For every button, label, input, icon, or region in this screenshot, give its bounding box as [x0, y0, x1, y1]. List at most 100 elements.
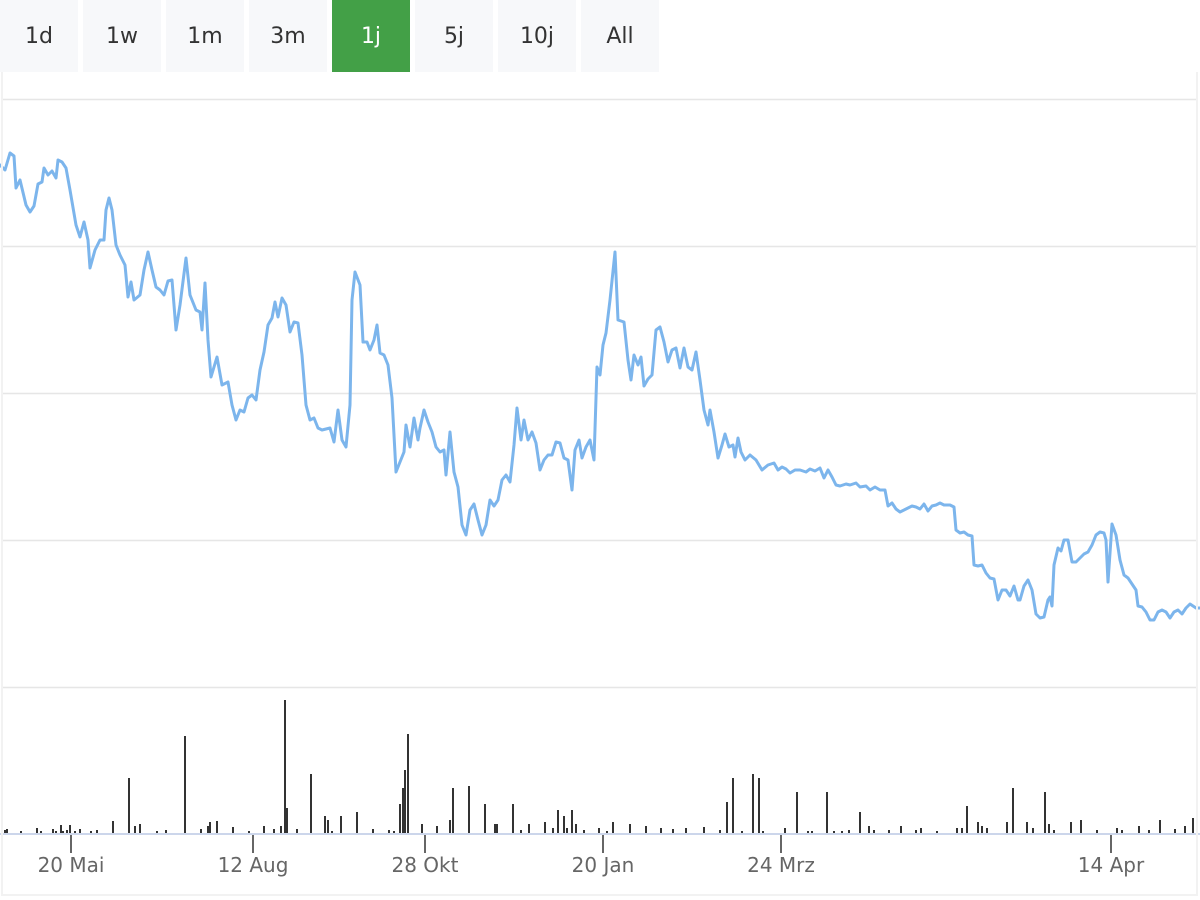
volume-bar: [284, 700, 286, 834]
volume-bar: [1080, 820, 1082, 834]
volume-bar: [520, 830, 522, 834]
volume-bar: [1174, 829, 1176, 834]
volume-bar: [571, 810, 573, 834]
volume-bar: [4, 830, 6, 834]
volume-bar: [55, 831, 57, 834]
volume-bar: [449, 820, 451, 834]
x-tick-label: 24 Mrz: [747, 853, 815, 877]
volume-bar: [496, 824, 498, 834]
volume-bar: [1044, 792, 1046, 834]
price-line: [0, 151, 1200, 622]
volume-bar: [393, 831, 395, 834]
volume-bar: [977, 822, 979, 834]
volume-bar: [826, 792, 828, 834]
x-tick-label: 12 Aug: [218, 853, 289, 877]
volume-bar: [915, 830, 917, 834]
volume-bar: [404, 770, 406, 834]
volume-bar: [920, 828, 922, 834]
range-button-5j[interactable]: 5j: [415, 0, 493, 72]
volume-bar: [96, 830, 98, 834]
volume-bar: [216, 821, 218, 834]
volume-bar: [356, 812, 358, 834]
volume-bar: [966, 806, 968, 834]
volume-bar: [184, 736, 186, 834]
volume-bar: [286, 808, 288, 834]
range-button-all[interactable]: All: [581, 0, 659, 72]
volume-bar: [1026, 822, 1028, 834]
volume-bar: [1053, 830, 1055, 834]
volume-bar: [69, 825, 71, 834]
volume-bar: [1184, 826, 1186, 834]
volume-bar: [263, 826, 265, 834]
volume-bar: [1116, 828, 1118, 834]
volume-bar: [1192, 818, 1194, 834]
volume-bar: [134, 826, 136, 834]
range-button-1w[interactable]: 1w: [83, 0, 161, 72]
volume-bar: [139, 824, 141, 834]
volume-bar: [762, 831, 764, 834]
price-line-group: [0, 151, 1200, 622]
volume-bar: [1096, 830, 1098, 834]
volume-bar: [60, 825, 62, 834]
volume-bar: [612, 822, 614, 834]
volume-bar: [1006, 822, 1008, 834]
volume-bar: [552, 828, 554, 834]
volume-bar: [52, 829, 54, 834]
volume-bars: [4, 700, 1194, 834]
volume-bar: [726, 802, 728, 834]
volume-bar: [566, 828, 568, 834]
volume-bar: [484, 804, 486, 834]
volume-bar: [956, 828, 958, 834]
volume-bar: [209, 822, 211, 834]
volume-bar: [575, 824, 577, 834]
volume-bar: [79, 829, 81, 834]
volume-bar: [340, 816, 342, 834]
volume-bar: [583, 830, 585, 834]
volume-bar: [165, 830, 167, 834]
volume-bar: [833, 831, 835, 834]
volume-bar: [372, 829, 374, 834]
volume-bar: [811, 831, 813, 834]
volume-bar: [741, 831, 743, 834]
volume-bar: [494, 824, 496, 834]
volume-bar: [324, 816, 326, 834]
volume-bar: [719, 830, 721, 834]
volume-bar: [563, 816, 565, 834]
volume-bar: [732, 778, 734, 834]
range-button-1m[interactable]: 1m: [166, 0, 244, 72]
volume-bar: [888, 830, 890, 834]
x-axis: 20 Mai 12 Aug 28 Okt 20 Jan 24 Mrz 14 Apr: [0, 833, 1200, 877]
x-tick-label: 20 Jan: [572, 853, 635, 877]
volume-bar: [557, 810, 559, 834]
volume-bar: [66, 830, 68, 834]
volume-bar: [62, 831, 64, 834]
range-selector: 1d 1w 1m 3m 1j 5j 10j All: [0, 0, 659, 72]
x-tick-label: 20 Mai: [38, 853, 105, 877]
range-button-10j[interactable]: 10j: [498, 0, 576, 72]
volume-bar: [156, 831, 158, 834]
volume-bar: [784, 828, 786, 834]
range-button-1d[interactable]: 1d: [0, 0, 78, 72]
volume-bar: [873, 830, 875, 834]
range-button-3m[interactable]: 3m: [249, 0, 327, 72]
range-button-1j[interactable]: 1j: [332, 0, 410, 72]
volume-bar: [90, 831, 92, 834]
volume-bar: [200, 829, 202, 834]
volume-bar: [703, 827, 705, 834]
volume-bar: [1048, 824, 1050, 834]
volume-bar: [1032, 828, 1034, 834]
volume-bar: [859, 812, 861, 834]
gridlines: [2, 98, 1198, 689]
volume-bar: [606, 831, 608, 834]
volume-bar: [598, 828, 600, 834]
volume-bar: [421, 824, 423, 834]
volume-bar: [672, 829, 674, 834]
volume-bar: [807, 831, 809, 834]
volume-bar: [273, 829, 275, 834]
volume-bar: [685, 828, 687, 834]
volume-bar: [752, 774, 754, 834]
volume-bar: [388, 830, 390, 834]
volume-bar: [20, 831, 22, 834]
volume-bar: [848, 830, 850, 834]
